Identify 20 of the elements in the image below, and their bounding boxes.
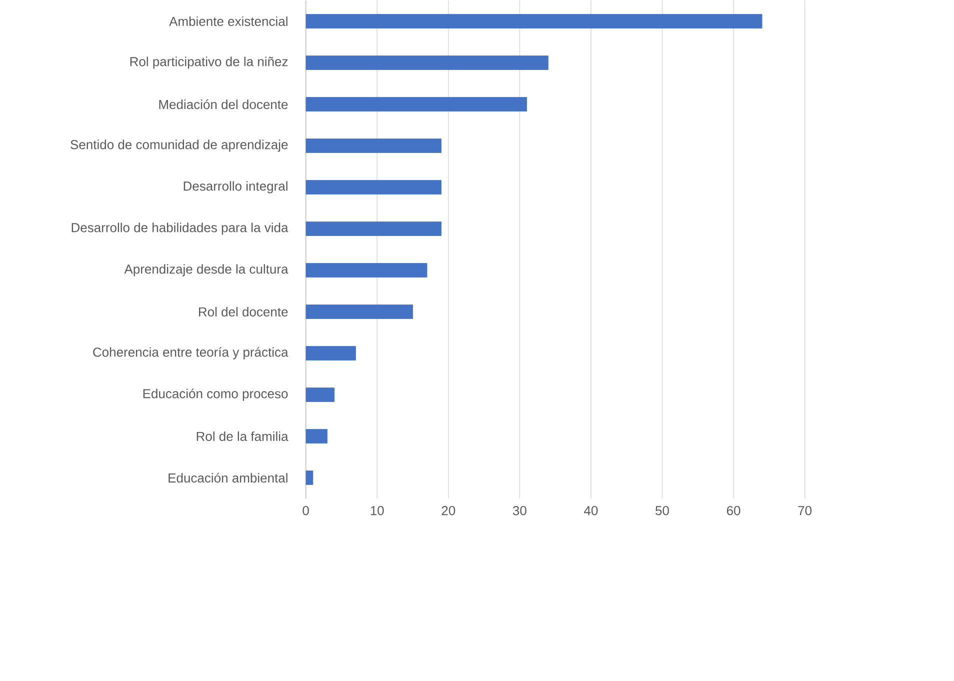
x-tick-label: 10 [370,506,384,516]
y-tick-label: Rol del docente [199,306,288,316]
x-tick-label: 0 [302,506,309,516]
x-tick-label: 30 [512,506,526,516]
y-tick-label: Mediación del docente [159,99,288,110]
y-tick-label: Rol de la familia [196,431,288,441]
y-tick-label: Desarrollo de habilidades para la vida [72,222,288,235]
y-tick-label: Educación ambiental [168,472,288,483]
y-tick-label: Rol participativo de la niñez [130,56,288,69]
y-tick-label: Ambiente existencial [169,16,288,26]
x-tick-label: 70 [798,506,812,516]
y-tick-label: Sentido de comunidad de aprendizaje [70,140,288,152]
y-tick-label: Educación como proceso [143,388,288,401]
x-tick-label: 20 [442,506,456,516]
y-tick-label: Aprendizaje desde la cultura [124,264,288,276]
x-tick-label: 50 [656,506,669,516]
y-tick-label: Desarrollo integral [184,181,288,194]
x-tick-label: 60 [726,506,740,516]
y-tick-label: Coherencia entre teoría y práctica [93,347,288,360]
x-tick-label: 40 [584,506,598,516]
